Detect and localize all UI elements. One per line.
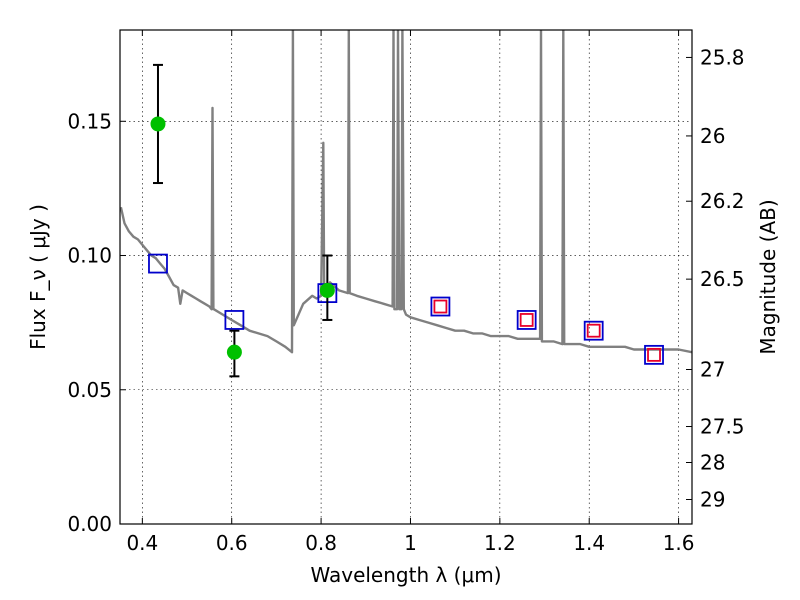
data-series bbox=[120, 30, 692, 378]
model-photometry-square bbox=[430, 296, 451, 317]
y-tick-label: 0.10 bbox=[67, 244, 112, 268]
observed-data-point bbox=[319, 282, 335, 298]
observed-limit-square bbox=[647, 347, 661, 362]
y2-axis-ticks: 25.8 26 26.2 26.5 27 27.5 28 29 bbox=[686, 45, 745, 512]
observed-limit-square bbox=[519, 313, 534, 327]
x-tick-label: 0.4 bbox=[126, 531, 158, 555]
y2-tick-label: 26.5 bbox=[700, 267, 745, 291]
x-tick-label: 1.6 bbox=[663, 531, 695, 555]
y2-tick-label: 26.2 bbox=[700, 189, 745, 213]
model-photometry-square bbox=[583, 320, 604, 341]
model-photometry-square bbox=[224, 310, 245, 330]
grid-lines bbox=[120, 30, 692, 524]
y2-tick-label: 27.5 bbox=[700, 415, 745, 439]
observed-data-point bbox=[226, 344, 242, 360]
model-photometry-square bbox=[644, 344, 664, 365]
x-tick-label: 0.8 bbox=[305, 531, 337, 555]
x-tick-label: 0.6 bbox=[216, 531, 248, 555]
plot-frame bbox=[119, 29, 693, 525]
y2-tick-label: 26 bbox=[700, 124, 725, 148]
x-tick-label: 1.4 bbox=[573, 531, 605, 555]
model-photometry-square bbox=[148, 253, 168, 274]
y2-tick-label: 28 bbox=[700, 450, 725, 474]
y-axis-label: Flux F_ν ( μJy ) bbox=[26, 204, 50, 350]
x-axis-ticks: 0.4 0.6 0.8 1 1.2 1.4 1.6 bbox=[126, 30, 695, 555]
y-tick-label: 0.00 bbox=[67, 512, 112, 536]
plot-background bbox=[120, 30, 692, 524]
x-tick-label: 1 bbox=[404, 531, 417, 555]
observed-limit-square bbox=[586, 323, 601, 338]
x-tick-label: 1.2 bbox=[484, 531, 516, 555]
y2-tick-label: 29 bbox=[700, 488, 725, 512]
model-photometry-square bbox=[516, 310, 537, 330]
model-spectrum-line bbox=[120, 30, 692, 354]
x-axis-label: Wavelength λ (μm) bbox=[310, 563, 501, 587]
y2-tick-label: 25.8 bbox=[700, 45, 745, 69]
y-axis-ticks: 0.00 0.05 0.10 0.15 bbox=[67, 109, 126, 536]
y2-tick-label: 27 bbox=[700, 358, 725, 382]
y-tick-label: 0.05 bbox=[67, 378, 112, 402]
observed-data-point bbox=[150, 116, 166, 132]
observed-limit-square bbox=[433, 299, 448, 314]
y2-axis-label: Magnitude (AB) bbox=[756, 199, 780, 354]
y-tick-label: 0.15 bbox=[67, 109, 112, 133]
